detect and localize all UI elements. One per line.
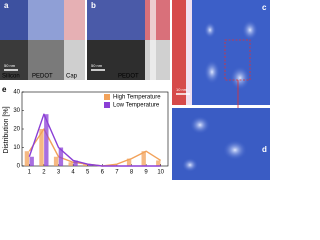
y-axis-label: Distribution [%] [3, 106, 10, 153]
x-tick-label: 4 [71, 170, 75, 176]
bar [83, 164, 88, 166]
panel-label: b [91, 1, 96, 10]
bar [68, 162, 73, 166]
x-tick-label: 6 [101, 170, 105, 176]
bar [39, 129, 44, 166]
x-tick-label: 3 [57, 170, 61, 176]
legend-swatch [104, 94, 110, 100]
bar [126, 158, 132, 166]
scale-bar: 50 nm [4, 63, 16, 68]
bar [44, 114, 49, 166]
bar [73, 160, 78, 166]
figure: a 50 nm Silicon PEDOT Cap b 50 nm PEDOT … [0, 0, 270, 180]
scale-bar: 10 nm [176, 87, 188, 92]
legend-label: High Temperature [113, 95, 161, 101]
legend-swatch [104, 102, 110, 108]
x-tick-label: 1 [28, 170, 32, 176]
panel-a: a 50 nm Silicon PEDOT Cap [0, 0, 85, 80]
region-label: PEDOT [32, 74, 53, 80]
x-tick-label: 5 [86, 170, 90, 176]
scale-bar: 50 nm [91, 63, 103, 68]
legend-label: Low Temperature [113, 103, 160, 109]
x-tick-label: 2 [42, 170, 46, 176]
bar [24, 151, 30, 166]
y-tick-label: 0 [17, 164, 21, 170]
panel-d: d [172, 108, 270, 180]
bar [29, 156, 34, 166]
panel-label: d [262, 145, 267, 154]
region-label: Cap [66, 74, 78, 80]
bar [53, 156, 59, 166]
x-tick-label: 7 [115, 170, 119, 176]
bar [156, 160, 161, 166]
y-tick-label: 10 [13, 145, 20, 151]
region-label: Silicon [2, 74, 20, 80]
panel-label: c [262, 3, 267, 12]
panel-b: b 50 nm PEDOT [87, 0, 170, 80]
bar [58, 147, 64, 166]
panel-c: c 10 nm [172, 0, 270, 110]
panel-label: a [4, 1, 9, 10]
y-tick-label: 20 [13, 127, 20, 133]
region-label: PEDOT [118, 74, 139, 80]
x-tick-label: 8 [130, 170, 134, 176]
x-tick-label: 10 [157, 170, 164, 176]
x-tick-label: 9 [144, 170, 148, 176]
y-tick-label: 30 [13, 108, 20, 114]
y-tick-label: 40 [13, 90, 20, 96]
panel-label: e [2, 85, 7, 94]
fit-line [28, 113, 161, 167]
bar [141, 151, 146, 166]
